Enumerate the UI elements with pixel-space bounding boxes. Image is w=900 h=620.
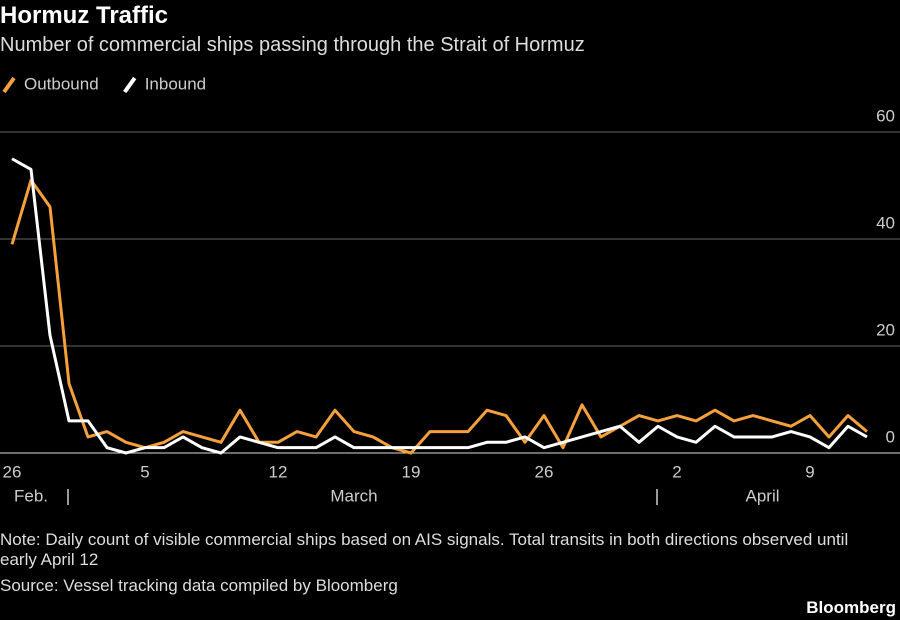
x-tick-label: 9 [805,462,814,481]
x-tick-label: 5 [140,462,149,481]
brand: Bloomberg [806,598,896,617]
y-tick-label: 20 [876,320,895,339]
chart-title: Hormuz Traffic [0,2,169,29]
x-tick-label: 26 [3,462,22,481]
note: Note: Daily count of visible commercial … [0,530,849,569]
x-group-label: March [330,486,377,505]
y-tick-label: 0 [886,427,895,446]
x-tick-label: 26 [535,462,554,481]
series-line [11,157,868,455]
chart-subtitle: Number of commercial ships passing throu… [0,34,585,56]
x-group-label: April [745,486,779,505]
series-line [10,178,868,455]
legend-icon [2,76,16,94]
source: Source: Vessel tracking data compiled by… [0,576,398,595]
x-tick-label: 2 [672,462,681,481]
chart: Outbound Inbound 0 20 40 60 26 5 12 19 26 2 9 Feb. Mar… [0,74,900,505]
legend-label: Outbound [24,74,99,93]
x-tick-label: 12 [269,462,288,481]
x-group-label: Feb. [14,486,48,505]
x-tick-label: 19 [402,462,421,481]
legend-label: Inbound [145,74,206,93]
y-tick-label: 40 [876,213,895,232]
legend-icon [123,76,137,94]
y-tick-label: 60 [876,106,895,125]
